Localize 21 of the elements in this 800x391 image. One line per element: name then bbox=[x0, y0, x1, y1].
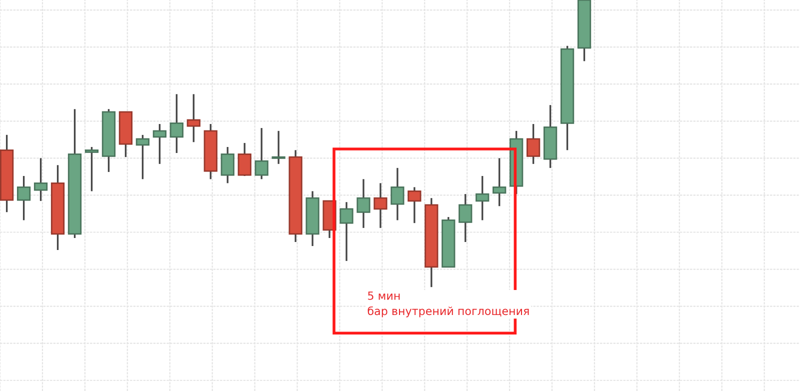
candlestick bbox=[152, 123, 166, 165]
candlestick bbox=[374, 182, 388, 229]
candlestick bbox=[34, 157, 48, 202]
candlestick bbox=[170, 93, 184, 154]
candlestick bbox=[408, 186, 422, 224]
candlestick bbox=[238, 142, 252, 177]
candlestick bbox=[220, 146, 234, 184]
candlestick bbox=[272, 130, 286, 165]
candlestick bbox=[356, 178, 370, 229]
candlestick bbox=[492, 157, 506, 207]
candlestick bbox=[476, 175, 490, 222]
candlestick bbox=[390, 167, 404, 222]
candlestick bbox=[458, 193, 472, 243]
candlestick bbox=[84, 146, 99, 192]
text: 5 мин бар внутрений поглощения bbox=[368, 292, 529, 318]
candlestick bbox=[136, 134, 150, 180]
candlestick bbox=[186, 93, 200, 143]
candlestick bbox=[526, 123, 540, 165]
candlestick bbox=[340, 201, 354, 262]
candlestick bbox=[254, 127, 268, 180]
candlestick bbox=[16, 175, 31, 222]
